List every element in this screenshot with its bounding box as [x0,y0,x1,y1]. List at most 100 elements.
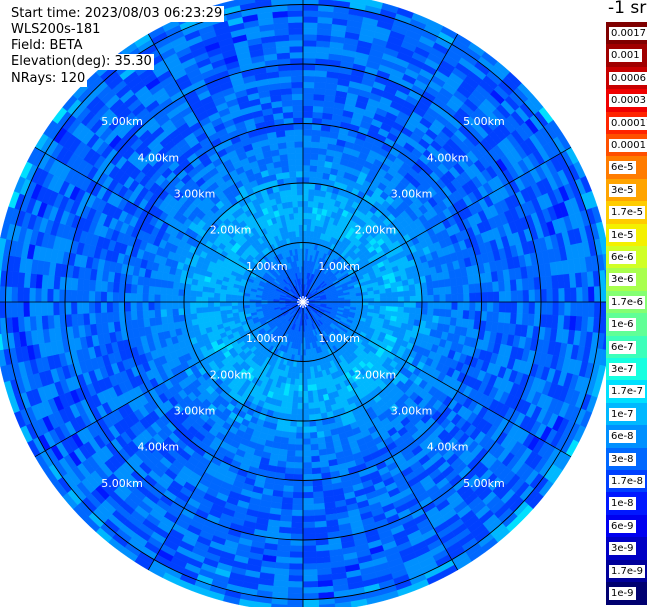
range-gate-cell [288,569,304,576]
range-gate-cell [106,301,114,313]
range-gate-cell [243,301,250,306]
range-gate-cell [71,277,79,291]
range-gate-cell [368,298,375,303]
range-gate-cell [451,293,458,303]
range-gate-cell [306,378,312,386]
range-gate-cell [284,467,295,475]
range-gate-cell [29,287,36,303]
range-gate-cell [445,294,452,303]
range-gate-cell [311,135,321,143]
range-gate-cell [390,286,398,293]
range-gate-cell [308,194,315,202]
range-gate-cell [421,308,428,316]
range-gate-cell [312,491,324,499]
range-gate-cell [402,285,410,292]
range-gate-cell [302,123,313,130]
range-gate-cell [391,301,399,308]
range-gate-cell [302,367,307,374]
range-gate-cell [308,402,315,410]
range-gate-cell [302,34,318,41]
range-gate-cell [136,284,144,294]
range-gate-cell [305,360,311,368]
range-gate-cell [201,296,209,303]
range-gate-cell [112,301,120,313]
range-gate-cell [481,292,488,303]
range-gate-cell [350,0,368,6]
range-gate-cell [311,461,321,469]
range-gate-cell [276,544,291,552]
range-gate-cell [306,372,312,380]
range-gate-cell [289,551,304,559]
range-gate-cell [201,306,209,313]
range-gate-cell [46,288,54,303]
range-gate-cell [587,286,595,303]
range-gate-cell [450,309,458,319]
range-gate-cell [310,378,317,386]
range-gate-cell [281,431,290,439]
range-gate-cell [195,290,203,297]
range-gate-cell [379,288,387,295]
range-gate-cell [154,316,163,326]
range-gate-cell [510,290,518,303]
range-gate-cell [302,432,311,440]
range-gate-cell [437,279,446,288]
range-gate-cell [445,301,452,310]
range-gate-cell [76,278,85,291]
range-gate-cell [421,301,429,309]
range-gate-cell [207,296,215,303]
range-gate-cell [291,515,304,523]
range-gate-cell [172,308,179,316]
range-gate-cell [302,355,307,362]
range-gate-cell [302,527,316,535]
range-gate-cell [296,420,304,428]
range-gate-cell [302,170,311,178]
range-gate-cell [522,301,530,315]
range-gate-cell [570,301,577,317]
range-gate-cell [315,550,330,558]
range-gate-cell [432,315,440,324]
range-gate-cell [302,592,319,600]
range-gate-cell [521,313,530,326]
range-gate-cell [313,87,326,96]
range-gate-cell [552,288,560,303]
range-gate-cell [118,292,125,303]
range-gate-cell [302,22,318,29]
range-gate-cell [385,297,393,303]
range-gate-cell [296,414,304,422]
range-gate-cell [280,436,289,445]
range-gate-cell [297,402,304,410]
range-gate-cell [545,314,553,329]
range-gate-cell [302,575,318,582]
range-gate-cell [308,188,316,196]
range-gate-cell [361,294,369,300]
range-gate-cell [576,301,583,317]
range-gate-cell [302,598,320,606]
range-gate-cell [171,301,179,310]
range-gate-cell [302,396,309,404]
range-gate-cell [201,291,209,298]
range-gate-cell [302,480,313,487]
range-gate-cell [23,287,30,303]
range-gate-cell [504,290,512,303]
range-gate-cell [397,306,405,313]
range-gate-cell [439,294,447,303]
range-gate-cell [237,298,244,303]
range-gate-cell [315,52,330,60]
range-gate-cell [302,497,314,505]
range-gate-cell [415,289,423,297]
range-gate-cell [305,355,310,362]
range-gate-cell [130,301,137,312]
range-gate-cell [282,491,294,499]
range-gate-cell [593,286,601,303]
range-gate-cell [219,297,226,303]
range-gate-cell [397,291,405,298]
range-gate-cell [195,307,203,314]
range-gate-cell [88,312,97,325]
range-gate-cell [427,288,434,296]
range-gate-cell [148,309,156,319]
range-gate-cell [290,533,304,541]
range-gate-cell [76,301,84,315]
range-gate-cell [281,502,293,511]
range-gate-cell [302,551,317,559]
range-gate-cell [415,301,423,309]
